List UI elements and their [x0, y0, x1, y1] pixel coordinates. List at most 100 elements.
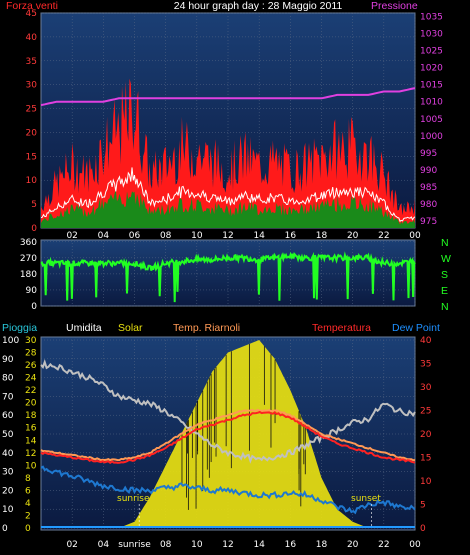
tick-label-pioggia: 40: [2, 449, 14, 459]
x-tick-label-temp: 10: [191, 540, 203, 550]
tick-label-temp: 0: [420, 524, 426, 534]
tick-label-pioggia: 0: [2, 524, 8, 534]
tick-label-solar: 14: [25, 436, 37, 446]
tick-label-wind: 25: [26, 105, 37, 115]
x-tick-label-temp: 14: [253, 540, 265, 550]
solar-area: [41, 340, 415, 528]
tick-label-wind: 35: [26, 57, 37, 67]
tick-label-temp: 25: [420, 407, 431, 417]
humidity-line: [40, 359, 416, 464]
tick-label-solar: 2: [25, 511, 31, 521]
wind-series: [40, 78, 416, 228]
legend-forza-venti: Forza venti: [6, 0, 58, 12]
x-tick-label-wind: 20: [347, 231, 359, 241]
legend-temp-riarnoli: Temp. Riarnoli: [173, 322, 240, 334]
x-tick-label-wind: 06: [129, 231, 141, 241]
tick-label-pioggia: 50: [2, 430, 14, 440]
tick-label-solar: 8: [25, 474, 31, 484]
tick-label-temp: 20: [420, 430, 432, 440]
x-tick-label-temp: sunrise: [118, 540, 151, 550]
tick-label-temp: 10: [420, 477, 432, 487]
tick-label-pioggia: 70: [2, 392, 14, 402]
tick-label-pressure: 1005: [420, 115, 443, 125]
tick-label-temp: 30: [420, 383, 432, 393]
tick-label-pioggia: 80: [2, 374, 14, 384]
tick-label-pressure: 980: [420, 200, 437, 210]
wind-low-area: [41, 190, 415, 228]
temperature-series: [40, 340, 416, 528]
x-tick-label-temp: 20: [347, 540, 359, 550]
tick-label-pressure: 1035: [420, 12, 443, 22]
chart-title: 24 hour graph day : 28 Maggio 2011: [174, 0, 343, 12]
tick-label-solar: 24: [25, 374, 37, 384]
tick-label-direction: 270: [20, 254, 37, 264]
x-tick-label-wind: 02: [66, 231, 77, 241]
tick-label-temp: 15: [420, 454, 431, 464]
x-tick-label-wind: 08: [160, 231, 172, 241]
compass-label-n-bottom: N: [441, 301, 449, 313]
tick-label-solar: 6: [25, 486, 31, 496]
compass-label-s: S: [441, 269, 448, 281]
tick-label-direction: 360: [20, 238, 37, 248]
x-tick-label-temp: 16: [285, 540, 297, 550]
tick-label-temp: 5: [420, 501, 426, 511]
tick-label-wind: 45: [26, 9, 37, 19]
temperature-line: [40, 410, 416, 465]
legend-pioggia: Pioggia: [2, 322, 37, 334]
x-tick-label-temp: 22: [378, 540, 389, 550]
x-tick-label-wind: 00: [409, 231, 421, 241]
tick-label-wind: 20: [26, 128, 38, 138]
legend-dew-point: Dew Point: [392, 322, 440, 334]
x-tick-label-temp: 00: [409, 540, 421, 550]
tick-label-pressure: 995: [420, 149, 437, 159]
tick-label-temp: 35: [420, 360, 431, 370]
x-tick-label-temp: 04: [98, 540, 110, 550]
x-tick-label-wind: 22: [378, 231, 389, 241]
x-tick-label-wind: 18: [316, 231, 328, 241]
tick-label-wind: 0: [31, 224, 37, 234]
tick-label-solar: 18: [25, 411, 37, 421]
temp-riarnoli-line: [40, 408, 415, 462]
wind-gust-area: [41, 78, 415, 228]
tick-label-pressure: 990: [420, 166, 437, 176]
tick-label-pioggia: 30: [2, 468, 14, 478]
compass-label-n-top: N: [441, 237, 449, 249]
wind-average-line: [40, 167, 416, 222]
tick-label-pioggia: 100: [2, 336, 19, 346]
compass-label-w: W: [441, 253, 451, 265]
x-tick-label-wind: 04: [98, 231, 110, 241]
tick-label-wind: 30: [26, 81, 38, 91]
x-tick-label-temp: 18: [316, 540, 328, 550]
tick-label-direction: 90: [26, 286, 38, 296]
tick-label-wind: 5: [31, 200, 37, 210]
tick-label-pioggia: 60: [2, 411, 14, 421]
x-tick-label-wind: 10: [191, 231, 203, 241]
dew-point-line: [40, 465, 416, 515]
direction-line: [40, 251, 416, 303]
tick-label-solar: 12: [25, 449, 36, 459]
x-tick-label-temp: 02: [66, 540, 77, 550]
tick-label-direction: 0: [31, 302, 37, 312]
tick-label-wind: 15: [26, 152, 37, 162]
x-tick-label-temp: 08: [160, 540, 172, 550]
tick-label-solar: 4: [25, 499, 31, 509]
tick-label-solar: 16: [25, 424, 37, 434]
tick-label-pioggia: 90: [2, 355, 14, 365]
tick-label-pressure: 1030: [420, 29, 443, 39]
annotation-sunset: sunset: [351, 494, 381, 504]
tick-label-solar: 0: [25, 524, 31, 534]
tick-label-solar: 10: [25, 461, 37, 471]
legend-solar: Solar: [118, 322, 143, 334]
pressure-line: [40, 87, 416, 107]
x-tick-label-wind: 16: [285, 231, 297, 241]
tick-label-solar: 20: [25, 399, 37, 409]
tick-label-temp: 40: [420, 336, 432, 346]
legend-umidita: Umidita: [66, 322, 102, 334]
tick-label-pressure: 1015: [420, 81, 443, 91]
tick-label-wind: 10: [26, 176, 38, 186]
x-tick-label-wind: 12: [222, 231, 233, 241]
tick-label-pressure: 975: [420, 217, 437, 227]
tick-label-solar: 22: [25, 386, 36, 396]
direction-series: [40, 251, 416, 303]
